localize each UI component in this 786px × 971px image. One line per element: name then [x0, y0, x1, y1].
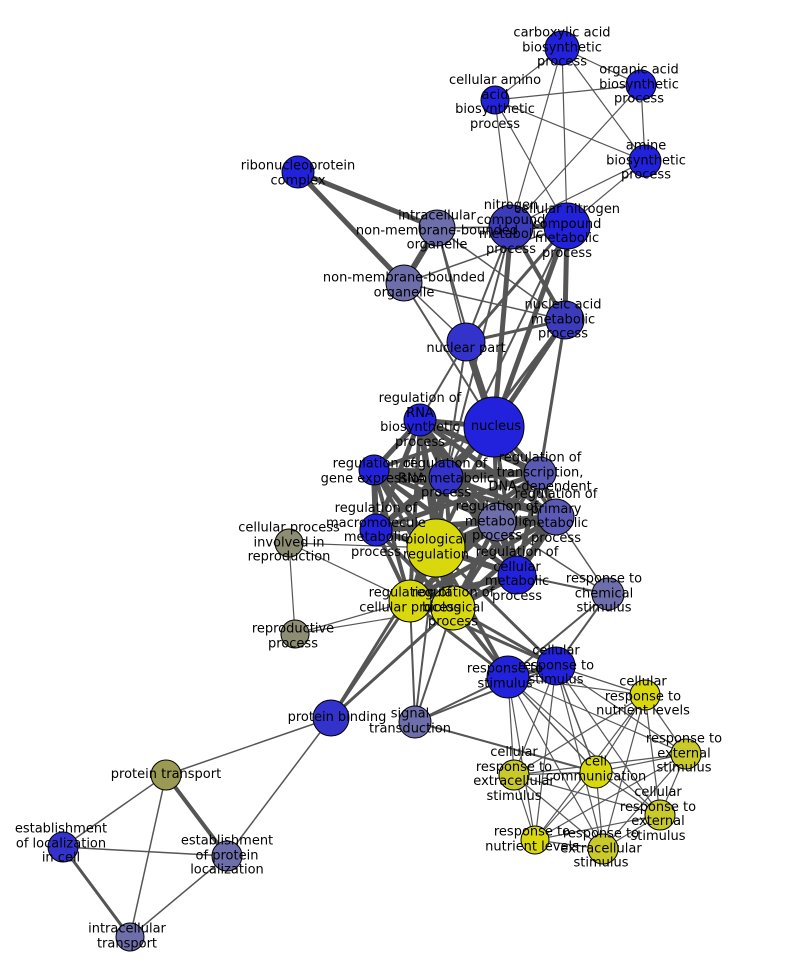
graph-edge — [510, 47, 563, 228]
graph-edge — [288, 542, 411, 602]
graph-node-cellular_response_to_extracellular_stimulus[interactable] — [498, 759, 530, 791]
graph-node-ribonucleoprotein_complex[interactable] — [281, 155, 315, 189]
graph-edge — [329, 606, 455, 720]
graph-node-cellular_amino_acid_biosynthetic_process[interactable] — [480, 85, 510, 115]
graph-edge — [407, 514, 559, 604]
graph-node-response_to_extracellular_stimulus[interactable] — [587, 833, 619, 865]
graph-node-regulation_of_metabolic_process[interactable] — [477, 502, 517, 542]
graph-node-nitrogen_compound_metabolic_process[interactable] — [488, 204, 534, 250]
graph-edge — [555, 665, 604, 850]
graph-node-response_to_chemical_stimulus[interactable] — [591, 577, 625, 611]
graph-node-protein_transport[interactable] — [150, 759, 182, 791]
graph-edge — [61, 845, 132, 939]
graph-edge — [288, 542, 296, 635]
graph-edge — [403, 225, 568, 284]
graph-edge — [403, 282, 566, 321]
graph-node-cellular_response_to_external_stimulus[interactable] — [644, 799, 676, 831]
graph-node-regulation_of_rna_biosynthetic_process[interactable] — [403, 403, 437, 437]
graph-edge — [371, 467, 559, 520]
graph-edge — [534, 814, 661, 841]
graph-edge — [414, 665, 557, 723]
graph-node-regulation_of_cellular_process[interactable] — [388, 579, 432, 623]
graph-node-regulation_of_gene_expression[interactable] — [358, 454, 390, 486]
graph-edge — [436, 227, 566, 321]
graph-node-response_to_external_stimulus[interactable] — [670, 738, 702, 770]
graph-edge — [507, 676, 646, 696]
graph-edge — [513, 694, 646, 776]
graph-node-nucleus[interactable] — [463, 396, 525, 458]
graph-node-regulation_of_biological_process[interactable] — [430, 585, 476, 631]
graph-edge — [507, 676, 536, 841]
graph-edge — [164, 773, 229, 858]
graph-edge — [491, 224, 514, 430]
graph-edge — [496, 521, 609, 595]
graph-edge — [561, 47, 568, 227]
graph-node-intracellular_non_membrane_bounded_organelle[interactable] — [418, 209, 456, 247]
graph-edge — [507, 676, 597, 773]
graph-edge — [62, 846, 228, 857]
graph-edge — [295, 169, 407, 286]
edges-layer — [61, 47, 687, 939]
graph-edge — [555, 665, 661, 816]
graph-edge — [165, 717, 332, 776]
graph-node-response_to_stimulus[interactable] — [486, 655, 530, 699]
graph-node-nuclear_part[interactable] — [446, 322, 486, 362]
graph-edge — [494, 84, 642, 101]
graph-edge — [602, 753, 687, 850]
graph-edge — [329, 546, 438, 720]
graph-node-nucleic_acid_metabolic_process[interactable] — [545, 300, 585, 340]
graph-node-intracellular_transport[interactable] — [115, 922, 145, 952]
graph-node-establishment_of_protein_localization[interactable] — [211, 840, 243, 872]
graph-node-amine_biosynthetic_process[interactable] — [628, 144, 662, 178]
graph-edge — [371, 467, 500, 525]
graph-node-organic_acid_biosynthetic_process[interactable] — [625, 69, 657, 101]
graph-edge — [507, 676, 661, 816]
graph-node-response_to_nutrient_levels[interactable] — [520, 825, 550, 855]
graph-node-regulation_of_macromolecule_metabolic_process[interactable] — [359, 513, 393, 547]
graph-edge — [561, 47, 646, 162]
graph-node-cell_communication[interactable] — [579, 755, 613, 789]
graph-node-cellular_nitrogen_compound_metabolic_process[interactable] — [543, 202, 591, 250]
graph-edge — [507, 676, 604, 850]
graph-node-reproductive_process[interactable] — [280, 619, 310, 649]
graph-node-cellular_response_to_stimulus[interactable] — [536, 646, 576, 686]
graph-edge — [538, 318, 567, 475]
graph-edge — [510, 84, 642, 228]
graph-node-cellular_response_to_nutrient_levels[interactable] — [629, 679, 661, 711]
graph-edge — [62, 774, 167, 848]
graph-node-regulation_of_rna_metabolic_process[interactable] — [428, 459, 464, 495]
graph-edge — [129, 774, 167, 938]
graph-node-regulation_of_transcription_dna_dependent[interactable] — [523, 456, 557, 490]
graph-edge — [602, 694, 646, 850]
graph-edge — [494, 99, 646, 162]
graph-edge — [513, 774, 661, 816]
graph-edge — [534, 665, 557, 841]
graph-edge — [513, 774, 604, 850]
graph-node-protein_binding[interactable] — [312, 699, 350, 737]
graph-edge — [445, 341, 467, 478]
graph-node-cellular_process_involved_in_reproduction[interactable] — [274, 528, 304, 558]
graph-edge — [295, 169, 440, 231]
nodes-layer[interactable] — [47, 30, 702, 952]
graph-node-carboxylic_acid_biosynthetic_process[interactable] — [544, 30, 580, 66]
graph-edge — [129, 855, 228, 938]
graph-node-biological_regulation[interactable] — [406, 518, 466, 578]
graph-edge — [534, 753, 687, 841]
graph-edge — [226, 717, 332, 857]
graph-node-regulation_of_primary_metabolic_process[interactable] — [537, 498, 575, 536]
graph-edge — [408, 418, 422, 603]
graph-edge — [644, 694, 661, 816]
graph-node-signal_transduction[interactable] — [398, 705, 432, 739]
graph-node-non_membrane_bounded_organelle[interactable] — [385, 264, 423, 302]
graph-node-establishment_of_localization_in_cell[interactable] — [47, 831, 79, 863]
graph-node-regulation_of_cellular_metabolic_process[interactable] — [497, 555, 537, 595]
graph-edge — [464, 224, 569, 344]
graph-edge — [414, 721, 597, 773]
graph-edge — [507, 593, 609, 678]
graph-edge — [510, 160, 646, 228]
graph-edge — [507, 676, 687, 755]
